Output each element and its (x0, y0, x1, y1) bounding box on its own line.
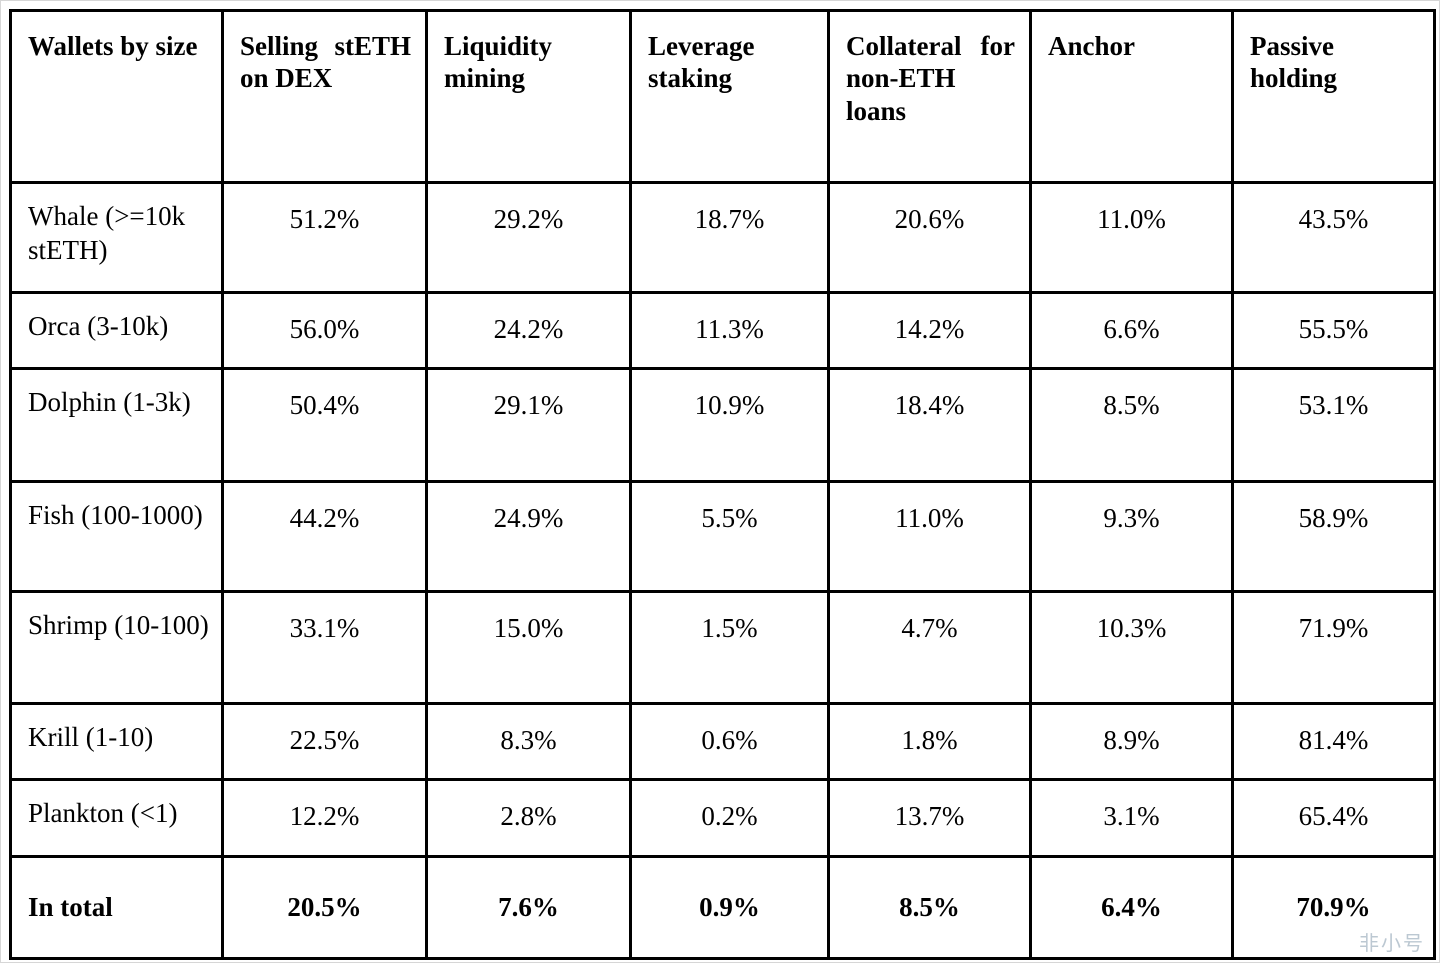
total-row: In total 20.5% 7.6% 0.9% 8.5% 6.4% 70.9% (9, 855, 1436, 960)
table-cell: 13.7% (827, 778, 1032, 858)
table-cell: 8.9% (1029, 702, 1234, 781)
column-header: Liquidity mining (425, 9, 632, 184)
table-cell: 3.1% (1029, 778, 1234, 858)
watermark: 非小号 (1359, 933, 1425, 955)
table-cell: 56.0% (221, 291, 428, 370)
total-cell: 7.6% (425, 855, 632, 960)
total-cell: 6.4% (1029, 855, 1234, 960)
table-row: Shrimp (10-100) 33.1% 15.0% 1.5% 4.7% 10.3% 71… (9, 590, 1436, 705)
table-cell: 5.5% (629, 480, 830, 593)
row-label: Fish (100-1000) (9, 480, 224, 593)
header-row: Wallets by size Selling stETH on DEX Liqui… (9, 9, 1436, 184)
table-cell: 0.6% (629, 702, 830, 781)
table-header: Wallets by size Selling stETH on DEX Liqui… (9, 9, 1436, 184)
table-cell: 15.0% (425, 590, 632, 705)
table-row: Orca (3-10k) 56.0% 24.2% 11.3% 14.2% 6.6% 55.5… (9, 291, 1436, 370)
column-header: Passive holding (1231, 9, 1436, 184)
table-cell: 81.4% (1231, 702, 1436, 781)
table-cell: 71.9% (1231, 590, 1436, 705)
table-cell: 4.7% (827, 590, 1032, 705)
table-cell: 8.3% (425, 702, 632, 781)
row-label: Plankton (<1) (9, 778, 224, 858)
table-row: Krill (1-10) 22.5% 8.3% 0.6% 1.8% 8.9% 81.4% (9, 702, 1436, 781)
table-row: Whale (>=10k stETH) 51.2% 29.2% 18.7% 20.6% 1… (9, 181, 1436, 294)
table-row: Plankton (<1) 12.2% 2.8% 0.2% 13.7% 3.1% 65.4% (9, 778, 1436, 858)
table-cell: 11.0% (1029, 181, 1234, 294)
table-cell: 12.2% (221, 778, 428, 858)
total-row-label: In total (9, 855, 224, 960)
table-cell: 18.4% (827, 367, 1032, 483)
table-footer: In total 20.5% 7.6% 0.9% 8.5% 6.4% 70.9% (9, 855, 1436, 960)
table-cell: 29.1% (425, 367, 632, 483)
table-cell: 10.9% (629, 367, 830, 483)
table-cell: 53.1% (1231, 367, 1436, 483)
table-cell: 24.2% (425, 291, 632, 370)
table-cell: 43.5% (1231, 181, 1436, 294)
column-header: Collateral for non-ETH loans (827, 9, 1032, 184)
table-cell: 11.3% (629, 291, 830, 370)
table-body: Whale (>=10k stETH) 51.2% 29.2% 18.7% 20.6% 1… (9, 181, 1436, 858)
table-cell: 10.3% (1029, 590, 1234, 705)
table-cell: 55.5% (1231, 291, 1436, 370)
table-cell: 20.6% (827, 181, 1032, 294)
column-header: Selling stETH on DEX (221, 9, 428, 184)
row-label: Shrimp (10-100) (9, 590, 224, 705)
table-cell: 6.6% (1029, 291, 1234, 370)
table-cell: 51.2% (221, 181, 428, 294)
total-cell: 8.5% (827, 855, 1032, 960)
column-header: Wallets by size (9, 9, 224, 184)
total-cell: 70.9% (1231, 855, 1436, 960)
table-cell: 58.9% (1231, 480, 1436, 593)
table-cell: 11.0% (827, 480, 1032, 593)
table-cell: 9.3% (1029, 480, 1234, 593)
column-header: Leverage staking (629, 9, 830, 184)
total-cell: 0.9% (629, 855, 830, 960)
row-label: Dolphin (1-3k) (9, 367, 224, 483)
table-cell: 1.8% (827, 702, 1032, 781)
table-cell: 8.5% (1029, 367, 1234, 483)
table-cell: 0.2% (629, 778, 830, 858)
column-header: Anchor (1029, 9, 1234, 184)
table-row: Fish (100-1000) 44.2% 24.9% 5.5% 11.0% 9.3% 58… (9, 480, 1436, 593)
wallet-usage-table: Wallets by size Selling stETH on DEX Liqui… (9, 9, 1436, 960)
table-cell: 1.5% (629, 590, 830, 705)
total-cell: 20.5% (221, 855, 428, 960)
table-cell: 22.5% (221, 702, 428, 781)
table-cell: 29.2% (425, 181, 632, 294)
table-cell: 24.9% (425, 480, 632, 593)
table-row: Dolphin (1-3k) 50.4% 29.1% 10.9% 18.4% 8.5% 53… (9, 367, 1436, 483)
row-label: Whale (>=10k stETH) (9, 181, 224, 294)
table-cell: 2.8% (425, 778, 632, 858)
table-cell: 33.1% (221, 590, 428, 705)
table-cell: 65.4% (1231, 778, 1436, 858)
row-label: Krill (1-10) (9, 702, 224, 781)
table-cell: 50.4% (221, 367, 428, 483)
table-cell: 18.7% (629, 181, 830, 294)
table-cell: 14.2% (827, 291, 1032, 370)
row-label: Orca (3-10k) (9, 291, 224, 370)
table-cell: 44.2% (221, 480, 428, 593)
